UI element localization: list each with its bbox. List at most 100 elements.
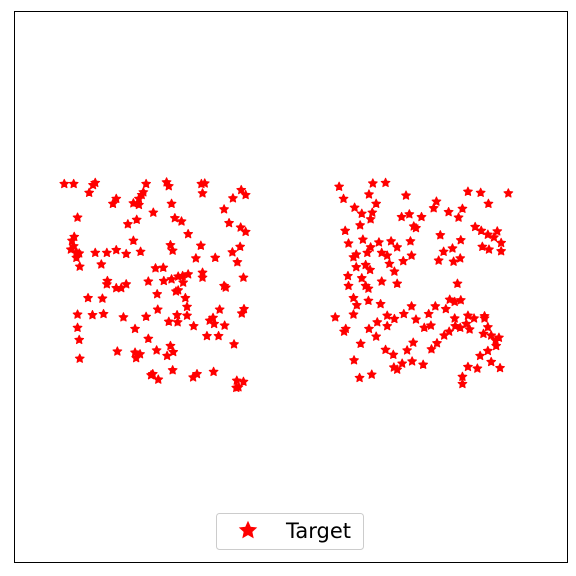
data-point (483, 198, 494, 209)
data-point (435, 230, 446, 240)
data-point (72, 322, 83, 332)
data-point (358, 234, 368, 244)
data-point (153, 374, 164, 384)
data-point (208, 366, 219, 377)
data-point (455, 253, 466, 263)
data-point (355, 338, 366, 348)
data-point (182, 301, 192, 312)
data-point (59, 178, 70, 189)
data-point (496, 246, 507, 256)
data-point (141, 311, 151, 321)
data-point (167, 365, 178, 375)
data-point (121, 248, 132, 259)
data-point (138, 187, 149, 197)
data-point (389, 313, 400, 324)
data-point (367, 178, 378, 188)
data-point (238, 376, 249, 386)
data-point (406, 301, 417, 311)
data-point (426, 320, 436, 330)
data-point (407, 356, 417, 366)
data-point (374, 237, 384, 247)
data-point (192, 368, 202, 379)
data-point (74, 261, 85, 271)
data-point (444, 326, 455, 336)
data-point (143, 333, 154, 344)
data-point (452, 278, 463, 288)
data-point (90, 247, 101, 258)
data-point (411, 222, 421, 233)
data-point (343, 280, 354, 291)
data-point (66, 244, 76, 254)
data-point (384, 258, 395, 269)
data-point (463, 361, 473, 372)
data-point (478, 328, 489, 339)
data-point (220, 282, 231, 292)
data-point (349, 355, 359, 365)
data-point (191, 253, 201, 263)
data-point (210, 252, 221, 263)
legend: Target (216, 513, 364, 550)
data-point (388, 349, 399, 359)
data-point (227, 247, 238, 257)
data-point (68, 178, 79, 189)
data-point (398, 308, 409, 319)
data-point (84, 187, 95, 197)
data-point (88, 179, 98, 190)
data-point (150, 263, 161, 273)
series-target-points (59, 177, 514, 393)
data-point (463, 186, 473, 196)
data-point (419, 322, 430, 332)
data-point (376, 276, 387, 286)
data-point (131, 214, 142, 224)
data-point (128, 235, 139, 245)
data-point (173, 285, 184, 295)
data-point (239, 303, 249, 314)
data-point (426, 344, 437, 354)
data-point (188, 321, 199, 331)
data-point (74, 353, 85, 363)
data-point (482, 345, 493, 356)
data-point (469, 313, 479, 323)
data-point (135, 246, 146, 256)
data-point (351, 249, 362, 259)
data-point (405, 236, 416, 246)
data-point (479, 311, 490, 321)
data-point (209, 318, 220, 329)
data-point (219, 204, 229, 214)
data-point (366, 369, 377, 379)
data-point (143, 276, 154, 286)
data-point (74, 334, 85, 345)
data-point (382, 250, 393, 260)
data-point (231, 382, 242, 393)
data-point (348, 309, 359, 319)
data-point (151, 345, 162, 355)
data-point (382, 321, 393, 331)
data-point (213, 330, 224, 341)
data-point (214, 304, 225, 314)
data-point (166, 198, 177, 209)
data-point (96, 259, 107, 269)
data-point (486, 330, 497, 340)
data-point (330, 312, 341, 322)
data-point (349, 202, 360, 212)
data-point (71, 252, 82, 263)
data-point (482, 322, 493, 332)
data-point (489, 232, 499, 242)
data-point (167, 245, 178, 255)
data-point (396, 211, 407, 222)
data-point (152, 304, 163, 314)
data-point (131, 352, 142, 363)
data-point (380, 344, 391, 355)
data-point (340, 323, 351, 334)
data-point (496, 237, 507, 248)
data-point (354, 372, 365, 383)
data-point (408, 337, 419, 347)
data-point (158, 262, 169, 272)
data-point (364, 189, 374, 199)
data-point (455, 295, 466, 305)
data-point (134, 199, 144, 210)
data-point (238, 272, 249, 282)
data-point (355, 220, 365, 230)
data-point (130, 323, 140, 334)
data-point (351, 300, 362, 310)
